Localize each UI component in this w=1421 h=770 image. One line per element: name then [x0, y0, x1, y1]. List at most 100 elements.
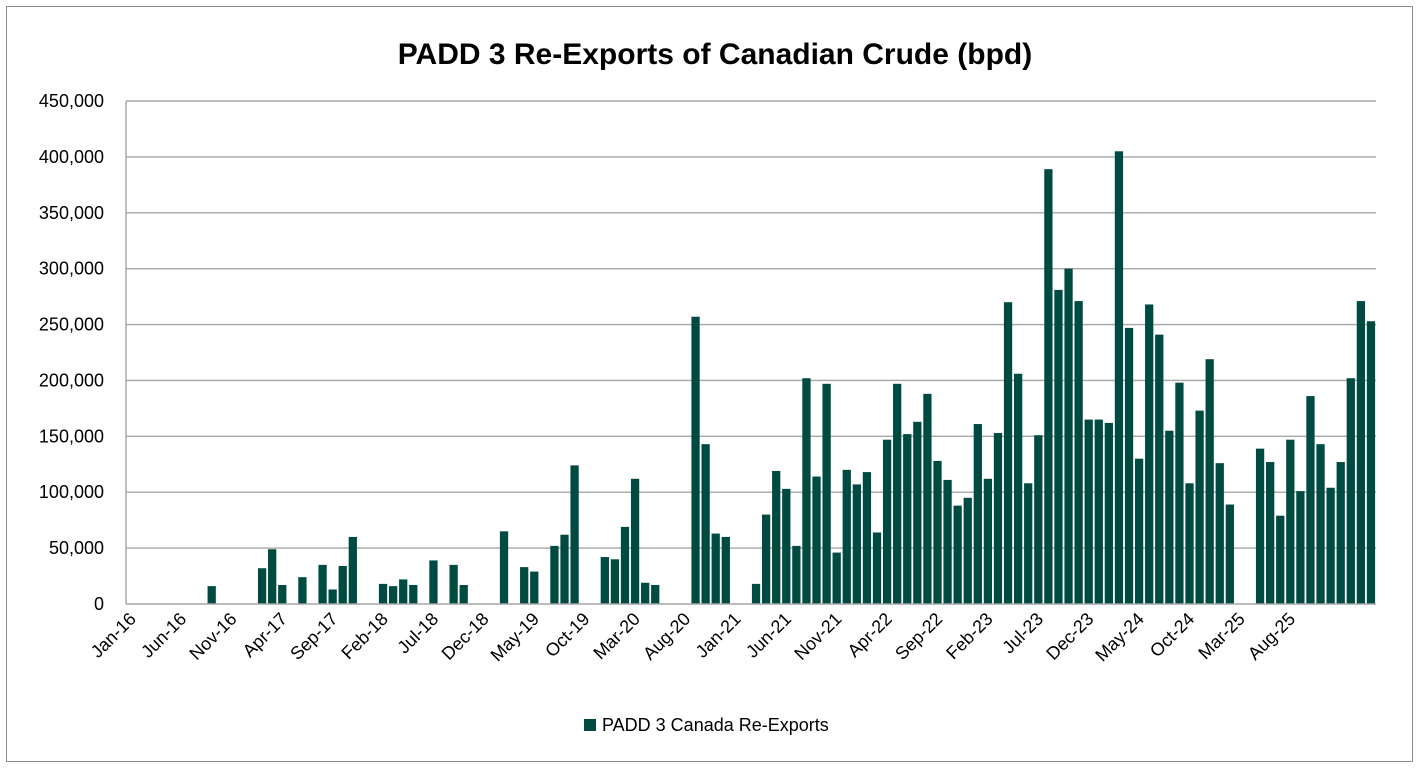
bar: [1104, 422, 1113, 604]
bar: [610, 559, 620, 604]
x-tick-label: Feb-23: [942, 609, 996, 663]
x-tick-label: May-24: [1091, 609, 1148, 666]
bar: [389, 586, 398, 604]
bars: [207, 151, 1376, 605]
bar: [338, 566, 347, 604]
bar: [399, 579, 408, 604]
y-tick-label: 450,000: [39, 91, 104, 111]
y-tick-label: 200,000: [39, 370, 104, 390]
bar: [1366, 321, 1376, 604]
bar: [1316, 444, 1325, 604]
bar: [893, 383, 902, 604]
bar: [1014, 373, 1023, 604]
bar: [1356, 301, 1366, 604]
bar: [1336, 462, 1345, 604]
x-tick-label: Apr-17: [239, 609, 291, 661]
bar: [1195, 410, 1204, 604]
bar: [761, 514, 771, 604]
bar: [1276, 515, 1285, 604]
bar: [1074, 301, 1083, 604]
bar: [1145, 304, 1154, 604]
x-tick-label: Jan-16: [87, 609, 140, 662]
y-tick-label: 300,000: [39, 259, 104, 279]
y-axis-ticks: 0 50,000 100,000 150,000 200,000 250,000 300,0…: [39, 91, 104, 614]
bar: [1255, 448, 1265, 604]
bar: [459, 585, 468, 604]
x-tick-label: Feb-18: [337, 609, 391, 663]
bar: [651, 585, 660, 604]
bar: [348, 536, 357, 604]
bar: [641, 582, 650, 604]
bar: [832, 552, 841, 604]
bar: [550, 545, 559, 604]
x-tick-label: Jul-18: [393, 609, 442, 658]
bar: [721, 536, 730, 604]
bar: [691, 316, 700, 604]
bar: [1286, 439, 1295, 604]
bar: [1003, 302, 1013, 604]
bar: [1185, 483, 1194, 604]
bar: [852, 484, 861, 604]
bar: [943, 479, 952, 604]
bar: [499, 531, 509, 604]
y-tick-label: 250,000: [39, 315, 104, 335]
bar: [600, 557, 609, 604]
bar: [620, 526, 630, 604]
bar: [842, 469, 851, 604]
bar: [1114, 151, 1124, 605]
x-tick-label: Mar-20: [589, 609, 643, 663]
x-tick-label: Jan-21: [692, 609, 745, 662]
bar: [802, 378, 811, 604]
bar: [1296, 491, 1305, 604]
bar: [449, 564, 458, 604]
x-tick-label: Sep-22: [891, 609, 946, 664]
bar: [1155, 334, 1164, 604]
bar: [993, 432, 1003, 604]
bar: [792, 545, 801, 604]
bar: [429, 560, 438, 604]
x-tick-label: Sep-17: [286, 609, 341, 664]
bar: [298, 577, 307, 604]
x-tick-label: Nov-16: [185, 609, 240, 664]
bar: [1024, 483, 1033, 604]
y-tick-label: 100,000: [39, 482, 104, 502]
x-tick-label: Nov-21: [790, 609, 845, 664]
bar: [1084, 419, 1093, 604]
x-tick-label: Dec-23: [1042, 609, 1097, 664]
bar: [1225, 504, 1234, 604]
x-tick-label: Jul-23: [998, 609, 1047, 658]
bar: [328, 589, 337, 604]
bar: [711, 533, 720, 604]
bar: [751, 583, 761, 604]
legend-label: PADD 3 Canada Re-Exports: [602, 715, 829, 735]
x-tick-label: Oct-19: [541, 609, 593, 661]
bar: [378, 583, 388, 604]
bar: [278, 585, 287, 604]
x-tick-label: Aug-20: [639, 609, 694, 664]
bar: [1054, 289, 1063, 604]
y-tick-label: 50,000: [49, 538, 104, 558]
bar: [983, 478, 993, 604]
bar: [1346, 378, 1355, 604]
bar: [1205, 359, 1214, 604]
bar: [913, 421, 922, 604]
bar: [953, 505, 962, 604]
legend-swatch: [584, 719, 596, 731]
bar: [701, 444, 710, 604]
bar: [782, 488, 791, 604]
bar: [1094, 419, 1103, 604]
bar: [822, 383, 831, 604]
x-tick-label: Jun-16: [137, 609, 190, 662]
x-tick-label: Aug-25: [1244, 609, 1299, 664]
x-tick-label: Mar-25: [1194, 609, 1248, 663]
chart-frame: PADD 3 Re-Exports of Canadian Crude (bpd…: [6, 6, 1413, 762]
y-tick-label: 0: [94, 594, 104, 614]
bar: [772, 470, 781, 604]
bar: [872, 532, 882, 604]
bar: [1124, 327, 1134, 604]
bar: [560, 534, 569, 604]
bar: [1044, 169, 1053, 604]
x-tick-label: Jun-21: [742, 609, 795, 662]
gridlines: [125, 100, 1376, 604]
